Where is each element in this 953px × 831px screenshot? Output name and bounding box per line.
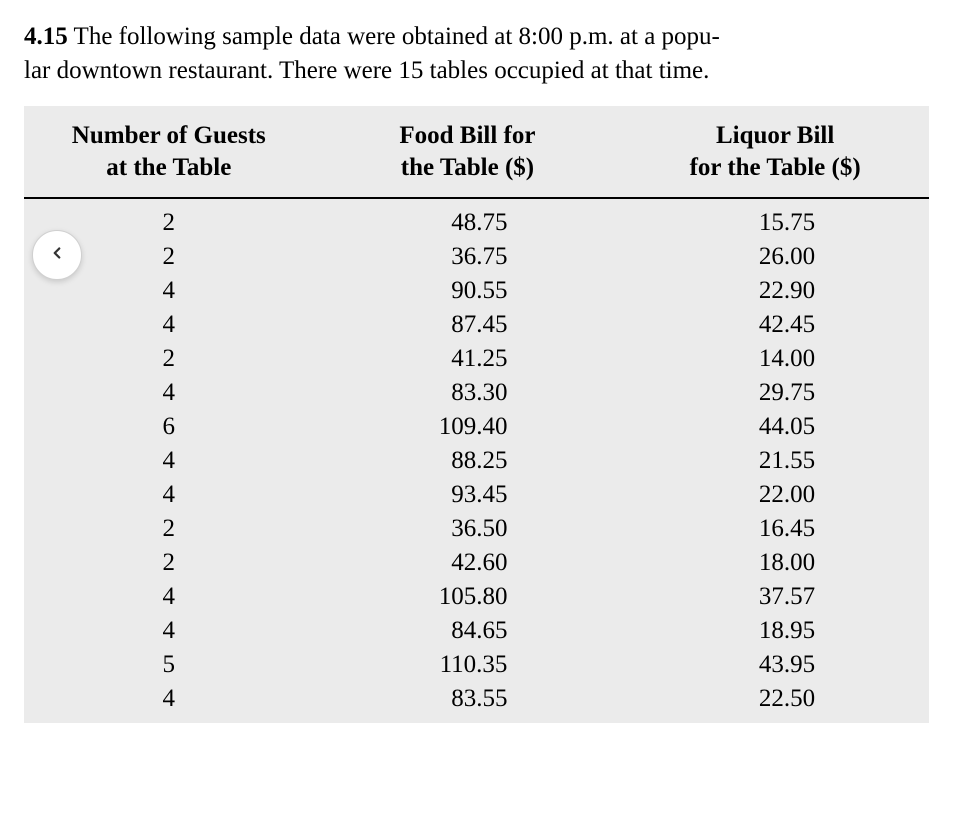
problem-number: 4.15 [24,23,68,50]
cell-guests: 4 [24,580,314,614]
cell-liquor: 29.75 [621,376,929,410]
cell-food: 83.55 [314,682,622,723]
cell-liquor: 21.55 [621,444,929,478]
cell-food: 83.30 [314,376,622,410]
cell-guests: 5 [24,648,314,682]
chevron-left-icon [48,244,66,267]
cell-liquor: 14.00 [621,342,929,376]
table-row: 483.3029.75 [24,376,929,410]
cell-food: 110.35 [314,648,622,682]
cell-liquor: 22.50 [621,682,929,723]
cell-liquor: 44.05 [621,410,929,444]
col-header-food-line2: the Table ($) [401,154,534,181]
table-row: 4105.8037.57 [24,580,929,614]
col-header-liquor-line1: Liquor Bill [716,122,834,149]
col-header-liquor: Liquor Bill for the Table ($) [621,106,929,198]
table-row: 487.4542.45 [24,308,929,342]
problem-text-line2: lar downtown restaurant. There were 15 t… [24,57,709,84]
cell-guests: 4 [24,274,314,308]
cell-liquor: 43.95 [621,648,929,682]
table-row: 484.6518.95 [24,614,929,648]
col-header-guests-line2: at the Table [106,154,231,181]
table-header-row: Number of Guests at the Table Food Bill … [24,106,929,198]
cell-food: 93.45 [314,478,622,512]
cell-guests: 2 [24,512,314,546]
cell-food: 36.50 [314,512,622,546]
table-row: 248.7515.75 [24,198,929,240]
cell-liquor: 42.45 [621,308,929,342]
cell-guests: 4 [24,444,314,478]
data-table: Number of Guests at the Table Food Bill … [24,106,929,723]
table-row: 5110.3543.95 [24,648,929,682]
cell-food: 42.60 [314,546,622,580]
cell-guests: 2 [24,342,314,376]
cell-liquor: 37.57 [621,580,929,614]
cell-food: 88.25 [314,444,622,478]
cell-liquor: 26.00 [621,240,929,274]
table-row: 488.2521.55 [24,444,929,478]
page-wrapper: 4.15 The following sample data were obta… [24,20,929,723]
cell-food: 87.45 [314,308,622,342]
table-row: 241.2514.00 [24,342,929,376]
cell-liquor: 16.45 [621,512,929,546]
cell-guests: 4 [24,308,314,342]
cell-guests: 6 [24,410,314,444]
table-row: 483.5522.50 [24,682,929,723]
cell-guests: 4 [24,376,314,410]
table-row: 236.7526.00 [24,240,929,274]
cell-guests: 4 [24,614,314,648]
col-header-guests: Number of Guests at the Table [24,106,314,198]
table-row: 490.5522.90 [24,274,929,308]
cell-food: 36.75 [314,240,622,274]
cell-food: 84.65 [314,614,622,648]
table-body: 248.7515.75236.7526.00490.5522.90487.454… [24,198,929,723]
col-header-guests-line1: Number of Guests [72,122,266,149]
prev-button[interactable] [32,230,82,280]
cell-food: 105.80 [314,580,622,614]
cell-food: 41.25 [314,342,622,376]
cell-liquor: 22.90 [621,274,929,308]
cell-liquor: 22.00 [621,478,929,512]
problem-text-line1: The following sample data were obtained … [68,23,720,50]
col-header-food-line1: Food Bill for [399,122,535,149]
cell-guests: 4 [24,682,314,723]
table-row: 493.4522.00 [24,478,929,512]
cell-liquor: 18.95 [621,614,929,648]
cell-food: 90.55 [314,274,622,308]
table-header: Number of Guests at the Table Food Bill … [24,106,929,198]
cell-liquor: 15.75 [621,198,929,240]
table-row: 6109.4044.05 [24,410,929,444]
col-header-liquor-line2: for the Table ($) [690,154,861,181]
table-row: 242.6018.00 [24,546,929,580]
cell-food: 48.75 [314,198,622,240]
cell-food: 109.40 [314,410,622,444]
cell-guests: 4 [24,478,314,512]
table-row: 236.5016.45 [24,512,929,546]
cell-liquor: 18.00 [621,546,929,580]
data-table-container: Number of Guests at the Table Food Bill … [24,106,929,723]
problem-statement: 4.15 The following sample data were obta… [24,20,929,88]
cell-guests: 2 [24,546,314,580]
col-header-food: Food Bill for the Table ($) [314,106,622,198]
